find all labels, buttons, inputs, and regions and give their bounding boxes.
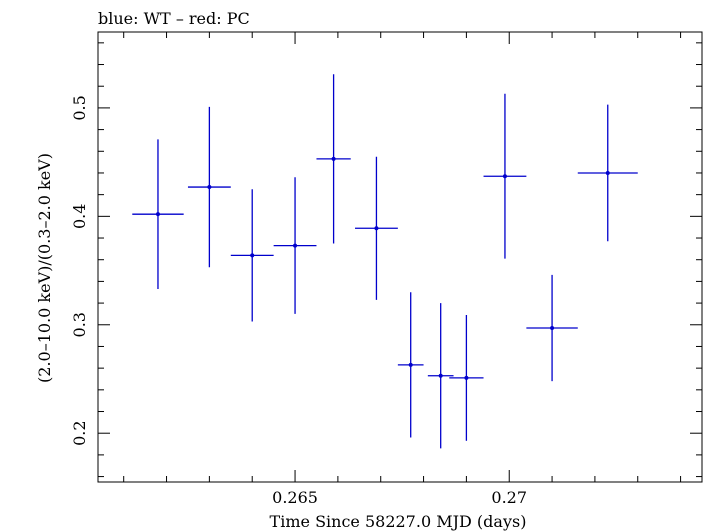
x-axis-label: Time Since 58227.0 MJD (days) xyxy=(270,512,527,531)
data-point xyxy=(483,93,527,259)
data-point xyxy=(577,104,638,242)
point-marker xyxy=(331,156,336,161)
data-point xyxy=(132,139,184,289)
data-points xyxy=(132,74,638,449)
y-tick-label: 0.4 xyxy=(70,204,89,229)
point-marker xyxy=(293,243,298,248)
x-tick-label: 0.27 xyxy=(491,488,527,507)
data-point xyxy=(526,274,578,382)
data-point xyxy=(316,74,351,244)
data-point xyxy=(230,189,274,322)
data-point xyxy=(397,292,424,438)
point-marker xyxy=(155,212,160,217)
x-axis: 0.265 0.27 xyxy=(123,32,682,507)
point-marker xyxy=(605,170,610,175)
y-axis: 0.2 0.3 0.4 0.5 xyxy=(70,42,702,478)
x-tick-label: 0.265 xyxy=(272,488,318,507)
y-axis-label: (2.0–10.0 keV)/(0.3–2.0 keV) xyxy=(35,153,54,383)
y-tick-label: 0.2 xyxy=(70,420,89,445)
point-marker xyxy=(502,174,507,179)
point-marker xyxy=(207,185,212,190)
data-point xyxy=(187,106,231,268)
point-marker xyxy=(550,326,555,331)
point-marker xyxy=(374,226,379,231)
point-marker xyxy=(438,373,443,378)
y-tick-label: 0.3 xyxy=(70,312,89,337)
point-marker xyxy=(250,253,255,258)
chart-title: blue: WT – red: PC xyxy=(98,9,250,28)
data-point xyxy=(273,177,317,314)
point-marker xyxy=(408,362,413,367)
data-point xyxy=(355,156,398,300)
data-point xyxy=(449,315,484,441)
y-tick-label: 0.5 xyxy=(70,95,89,120)
data-point xyxy=(427,303,454,449)
plot-frame xyxy=(97,31,703,483)
point-marker xyxy=(464,375,469,380)
